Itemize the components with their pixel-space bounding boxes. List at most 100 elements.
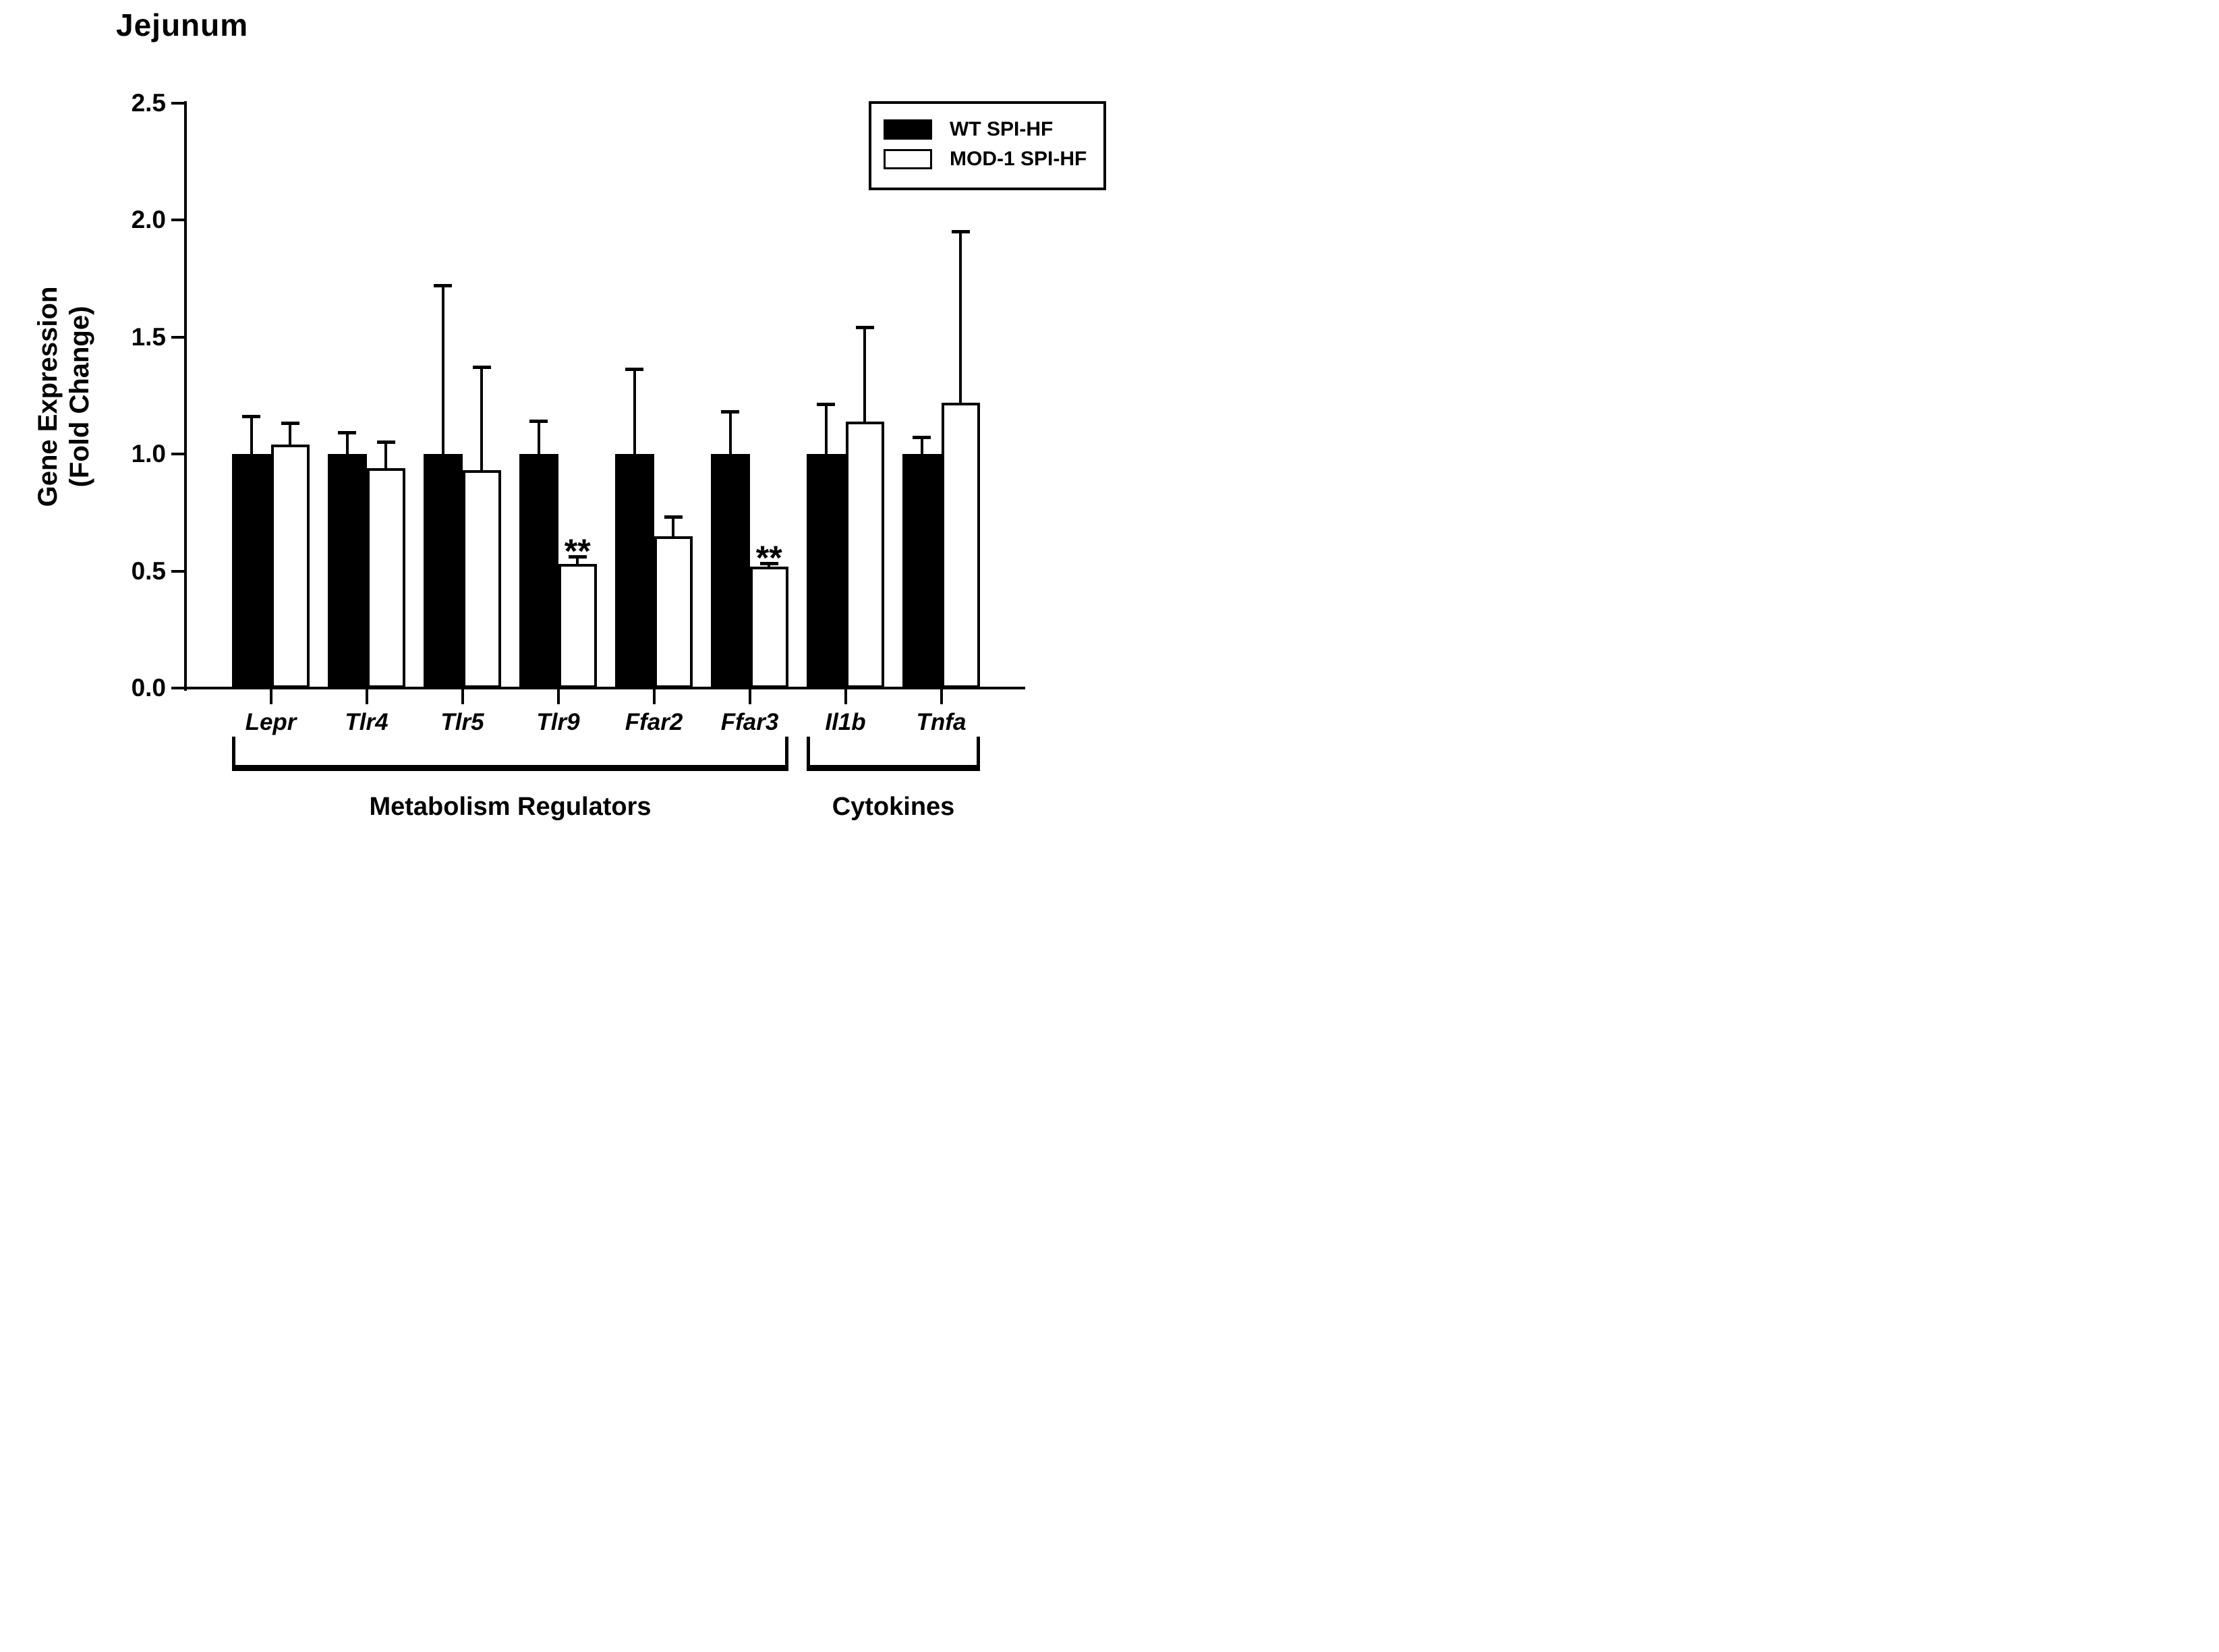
error-cap-wt-bar-ffar3 [721, 409, 740, 414]
legend-item-mod1: MOD-1 SPI-HF [871, 144, 1103, 174]
error-cap-wt-bar-tlr4 [338, 431, 357, 434]
wt-bar-lepr [232, 454, 271, 688]
x-tick-Lepr [269, 689, 272, 704]
y-tick-label-0.0: 0.0 [131, 674, 166, 702]
x-tick-label-Tlr4: Tlr4 [345, 709, 388, 735]
mod1-bar-tlr5 [462, 470, 501, 688]
y-tick-0.5 [171, 569, 184, 573]
error-bar-wt-bar-ffar2 [633, 370, 636, 456]
error-bar-mod1-bar-il1b [863, 327, 867, 423]
error-cap-wt-bar-lepr [242, 414, 261, 418]
x-tick-Ffar2 [652, 689, 656, 704]
error-cap-mod1-bar-ffar2 [664, 515, 683, 519]
y-tick-1.5 [171, 335, 184, 339]
error-cap-wt-bar-tlr5 [434, 283, 453, 287]
y-tick-label-2.0: 2.0 [131, 206, 166, 234]
y-axis-title-line1: Gene Expression [32, 286, 63, 507]
mod1-bar-tlr9 [558, 564, 597, 688]
x-tick-label-Ffar3: Ffar3 [720, 709, 779, 735]
x-tick-label-Tnfa: Tnfa [916, 709, 967, 735]
y-tick-label-2.5: 2.5 [131, 89, 166, 117]
significance-marker-ffar3: ** [755, 539, 782, 577]
legend-item-wt: WT SPI-HF [871, 115, 1103, 144]
bracket-cytokines-end-right [977, 737, 980, 771]
legend-label-wt: WT SPI-HF [950, 118, 1054, 140]
error-cap-wt-bar-tnfa [913, 435, 931, 439]
wt-bar-tlr4 [328, 454, 367, 688]
significance-marker-tlr9: ** [564, 532, 591, 570]
y-tick-label-1.0: 1.0 [131, 440, 166, 468]
error-bar-mod1-bar-tnfa [959, 231, 962, 404]
y-axis-title: Gene Expression (Fold Change) [32, 287, 96, 507]
error-bar-mod1-bar-ffar3 [768, 564, 771, 568]
error-bar-wt-bar-tlr4 [345, 433, 349, 456]
bracket-cytokines-bar [807, 765, 980, 771]
error-bar-mod1-bar-lepr [289, 424, 292, 447]
y-axis-line [184, 101, 187, 691]
mod1-bar-il1b [845, 421, 884, 688]
x-tick-label-Lepr: Lepr [245, 709, 297, 735]
x-tick-Tlr5 [461, 689, 464, 704]
wt-bar-ffar2 [615, 454, 654, 688]
error-bar-wt-bar-tnfa [920, 437, 923, 456]
y-axis-title-line2: (Fold Change) [65, 306, 94, 488]
wt-bar-tlr9 [519, 454, 558, 688]
error-cap-wt-bar-tlr9 [529, 419, 548, 423]
error-cap-mod1-bar-tlr4 [376, 440, 395, 444]
mod1-bar-tnfa [941, 402, 980, 688]
group-label-0: Metabolism Regulators [369, 793, 652, 821]
error-cap-mod1-bar-tlr9 [568, 554, 587, 559]
x-tick-Tlr4 [365, 689, 368, 704]
error-cap-wt-bar-ffar2 [625, 368, 644, 372]
wt-bar-il1b [807, 454, 846, 688]
chart-title: Jejunum [116, 7, 249, 42]
bracket-cytokines-end-left [807, 737, 810, 771]
bar-chart-figure: Jejunum Gene Expression (Fold Change) WT… [0, 0, 1110, 826]
x-tick-label-Ffar2: Ffar2 [625, 709, 683, 735]
error-bar-mod1-bar-ffar2 [672, 517, 675, 538]
mod1-bar-ffar2 [654, 536, 693, 688]
error-cap-mod1-bar-tnfa [951, 229, 970, 233]
error-cap-wt-bar-il1b [817, 403, 836, 407]
x-axis-line [184, 687, 1025, 689]
mod1-bar-lepr [270, 445, 310, 688]
x-tick-Il1b [844, 689, 847, 704]
x-tick-label-Il1b: Il1b [825, 709, 866, 735]
error-cap-mod1-bar-tlr5 [472, 365, 491, 369]
x-tick-Ffar3 [748, 689, 751, 704]
y-tick-label-1.5: 1.5 [131, 322, 166, 351]
bracket-metabolism-regulators-end-left [232, 737, 235, 771]
y-tick-2.0 [171, 219, 184, 222]
wt-bar-tnfa [902, 454, 942, 688]
x-tick-label-Tlr5: Tlr5 [440, 709, 484, 735]
error-bar-wt-bar-il1b [824, 405, 828, 456]
mod1-bar-ffar3 [749, 566, 788, 688]
y-tick-1.0 [171, 453, 184, 456]
wt-bar-ffar3 [711, 454, 750, 688]
legend: WT SPI-HF MOD-1 SPI-HF [869, 101, 1106, 190]
legend-label-mod1: MOD-1 SPI-HF [950, 148, 1087, 170]
x-tick-Tnfa [940, 689, 943, 704]
y-tick-2.5 [171, 102, 184, 105]
x-tick-label-Tlr9: Tlr9 [536, 709, 580, 735]
error-bar-wt-bar-tlr9 [537, 421, 540, 456]
wt-bar-tlr5 [424, 454, 463, 688]
mod1-bar-tlr4 [366, 468, 405, 688]
error-bar-mod1-bar-tlr9 [576, 557, 579, 566]
error-cap-mod1-bar-lepr [281, 422, 299, 426]
legend-swatch-wt [884, 119, 932, 140]
error-cap-mod1-bar-il1b [855, 325, 874, 329]
bracket-metabolism-regulators-end-right [785, 737, 788, 771]
legend-swatch-mod1 [884, 149, 932, 169]
group-label-1: Cytokines [832, 793, 955, 821]
error-bar-wt-bar-tlr5 [441, 285, 444, 456]
x-tick-Tlr9 [556, 689, 560, 704]
error-bar-mod1-bar-tlr5 [480, 367, 484, 472]
error-bar-wt-bar-ffar3 [728, 411, 732, 456]
y-tick-0.0 [171, 687, 184, 689]
y-tick-label-0.5: 0.5 [131, 557, 166, 585]
error-cap-mod1-bar-ffar3 [759, 562, 778, 566]
error-bar-wt-bar-lepr [250, 416, 253, 456]
error-bar-mod1-bar-tlr4 [384, 442, 388, 470]
bracket-metabolism-regulators-bar [232, 765, 788, 771]
